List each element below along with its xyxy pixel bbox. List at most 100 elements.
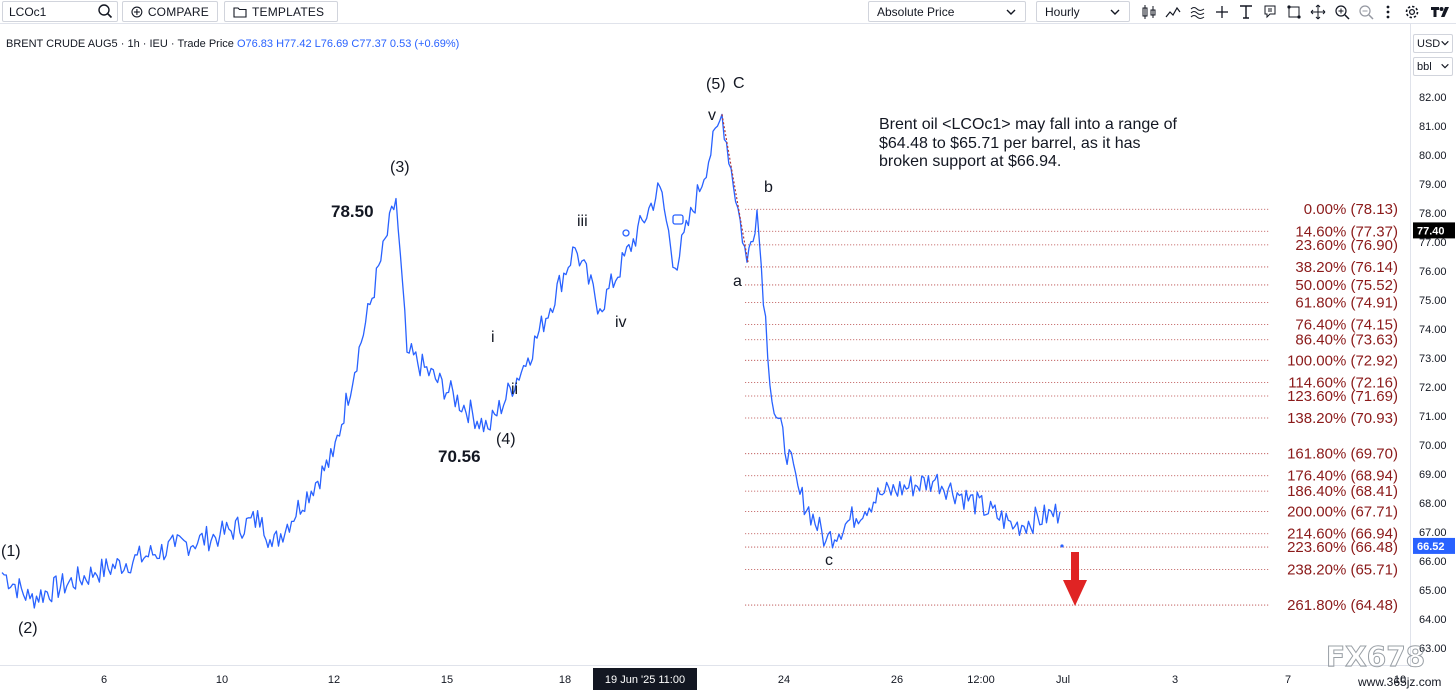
folder-icon	[233, 6, 247, 18]
fib-level-label: 161.80% (69.70)	[1287, 446, 1398, 463]
chevron-down-icon	[1441, 63, 1449, 69]
fib-level-label: 238.20% (65.71)	[1287, 561, 1398, 578]
price-line-series	[1, 113, 1061, 609]
time-tick-label: 3	[1172, 674, 1178, 686]
templates-button[interactable]: TEMPLATES	[224, 1, 338, 22]
price-mode-select[interactable]: Absolute Price	[868, 1, 1026, 22]
interval-value: Hourly	[1045, 4, 1080, 19]
zoom-in-icon[interactable]	[1332, 2, 1352, 22]
fibonacci-levels: 0.00% (78.13) 14.60% (77.37)23.60% (76.90…	[745, 201, 1398, 614]
annotation-text: Brent oil <LCOc1> may fall into a range …	[879, 116, 1177, 170]
elliott-wave-labels: (1) (2) (3) (4) (5) C i ii iii iv v a b …	[1, 75, 833, 637]
fib-level-label: 261.80% (64.48)	[1287, 597, 1398, 614]
interval-select[interactable]: Hourly	[1036, 1, 1130, 22]
legend-separator: ·	[120, 38, 128, 50]
legend-separator: ·	[142, 38, 150, 50]
shape-tool-icon[interactable]	[1284, 2, 1304, 22]
currency-select[interactable]: USD	[1413, 34, 1453, 53]
time-tick-label: 6	[101, 674, 107, 686]
crosshair-time-badge	[593, 668, 697, 690]
wave-label-b: b	[764, 179, 773, 196]
price-tick-label: 73.00	[1419, 353, 1447, 365]
time-tick-label: 12	[328, 674, 340, 686]
wave-label-ii: ii	[511, 381, 518, 398]
chevron-down-icon	[1110, 9, 1120, 15]
candlestick-chart-icon[interactable]	[1139, 2, 1159, 22]
gear-icon[interactable]	[1402, 2, 1422, 22]
price-tick-label: 76.00	[1419, 266, 1447, 278]
last-price-badge	[1413, 222, 1455, 239]
price-axis-ticks: 82.00 81.00 80.00 79.00 78.00 77.00 76.00 75.00…	[1413, 92, 1455, 655]
wave-label-2: (2)	[18, 620, 38, 637]
price-tick-label: 66.00	[1419, 556, 1447, 568]
price-tick-label: 68.00	[1419, 498, 1447, 510]
price-tick-label: 72.00	[1419, 382, 1447, 394]
watermark-brand: FX678	[1326, 640, 1425, 673]
price-tick-label: 75.00	[1419, 295, 1447, 307]
fib-level-label: 186.40% (68.41)	[1287, 483, 1398, 500]
fib-level-label: 50.00% (75.52)	[1295, 277, 1398, 294]
time-axis-ticks: 6 10 12 15 18 24 26 12:00 Jul 3 7 10 19 Jun '25 11:0…	[101, 668, 1406, 690]
price-tick-label: 79.00	[1419, 179, 1447, 191]
annotation-icon[interactable]	[1260, 2, 1280, 22]
wave-label-v: v	[708, 107, 716, 124]
unit-select[interactable]: bbl	[1413, 57, 1453, 76]
indicators-icon[interactable]	[1163, 2, 1183, 22]
time-tick-label: 26	[891, 674, 903, 686]
price-chart[interactable]: 0.00% (78.13) 14.60% (77.37)23.60% (76.90…	[0, 24, 1410, 665]
price-tick-label: 80.00	[1419, 150, 1447, 162]
peak-price-label: 78.50	[331, 202, 374, 221]
fib-level-label: 138.20% (70.93)	[1287, 410, 1398, 427]
chevron-down-icon	[1441, 40, 1449, 46]
price-tick-label: 67.00	[1419, 527, 1447, 539]
fib-level-label: 76.40% (74.15)	[1295, 317, 1398, 334]
chart-legend: BRENT CRUDE AUG5 · 1h · IEU · Trade Pric…	[6, 38, 459, 50]
price-tick-label: 77.00	[1419, 237, 1447, 249]
time-tick-label: 10	[216, 674, 228, 686]
symbol-search-input[interactable]: LCOc1	[2, 1, 118, 22]
legend-open: O76.83	[236, 38, 274, 50]
fib-level-label: 38.20% (76.14)	[1295, 259, 1398, 276]
legend-exchange: IEU	[149, 38, 168, 50]
fib-level-label: 14.60% (77.37)	[1295, 223, 1398, 240]
time-axis[interactable]: 6 10 12 15 18 24 26 12:00 Jul 3 7 10 19 Jun '25 11:0…	[0, 665, 1410, 691]
time-tick-label: 7	[1285, 674, 1291, 686]
price-tick-label: 71.00	[1419, 411, 1447, 423]
zoom-out-icon[interactable]	[1356, 2, 1376, 22]
text-tool-icon[interactable]	[1236, 2, 1256, 22]
fib-level-label: 123.60% (71.69)	[1287, 388, 1398, 405]
move-icon[interactable]	[1308, 2, 1328, 22]
price-tick-label: 74.00	[1419, 324, 1447, 336]
price-tick-label: 69.00	[1419, 469, 1447, 481]
search-icon[interactable]	[97, 3, 113, 19]
crosshair-time-label: 19 Jun '25 11:00	[605, 674, 685, 686]
wave-label-iii: iii	[577, 213, 588, 230]
time-tick-label: 18	[559, 674, 571, 686]
symbol-value: LCOc1	[9, 4, 47, 19]
legend-low: L76.69	[314, 38, 349, 50]
horizontal-line-icon[interactable]	[1212, 2, 1232, 22]
time-tick-label: 15	[441, 674, 453, 686]
fib-level-label: 0.00% (78.13)	[1304, 201, 1398, 218]
watermark: FX678 www.365jz.com	[1326, 640, 1442, 690]
compare-button[interactable]: COMPARE	[122, 1, 218, 22]
wave-label-3: (3)	[390, 159, 410, 176]
marker-circle	[622, 229, 630, 237]
target-point	[1060, 544, 1064, 548]
fib-level-label: 86.40% (73.63)	[1295, 332, 1398, 349]
down-arrow-icon	[1063, 552, 1087, 606]
annotation-line-2: $64.48 to $65.71 per barrel, as it has	[879, 135, 1141, 152]
annotation-line-1: Brent oil <LCOc1> may fall into a range …	[879, 116, 1177, 133]
fib-level-label: 214.60% (66.94)	[1287, 526, 1398, 543]
wave-label-4: (4)	[496, 431, 516, 448]
legend-type: Trade Price	[177, 38, 234, 50]
wave-draw-icon[interactable]	[1188, 2, 1208, 22]
fib-level-label: 176.40% (68.94)	[1287, 468, 1398, 485]
legend-symbol-name: BRENT CRUDE AUG5	[6, 38, 118, 50]
price-mode-value: Absolute Price	[877, 4, 955, 19]
price-axis[interactable]: 82.00 81.00 80.00 79.00 78.00 77.00 76.00 75.00…	[1410, 24, 1456, 667]
plus-circle-icon	[131, 6, 143, 17]
fib-level-label: 223.60% (66.48)	[1287, 539, 1398, 556]
more-options-icon[interactable]	[1378, 2, 1398, 22]
price-tick-label: 70.00	[1419, 440, 1447, 452]
